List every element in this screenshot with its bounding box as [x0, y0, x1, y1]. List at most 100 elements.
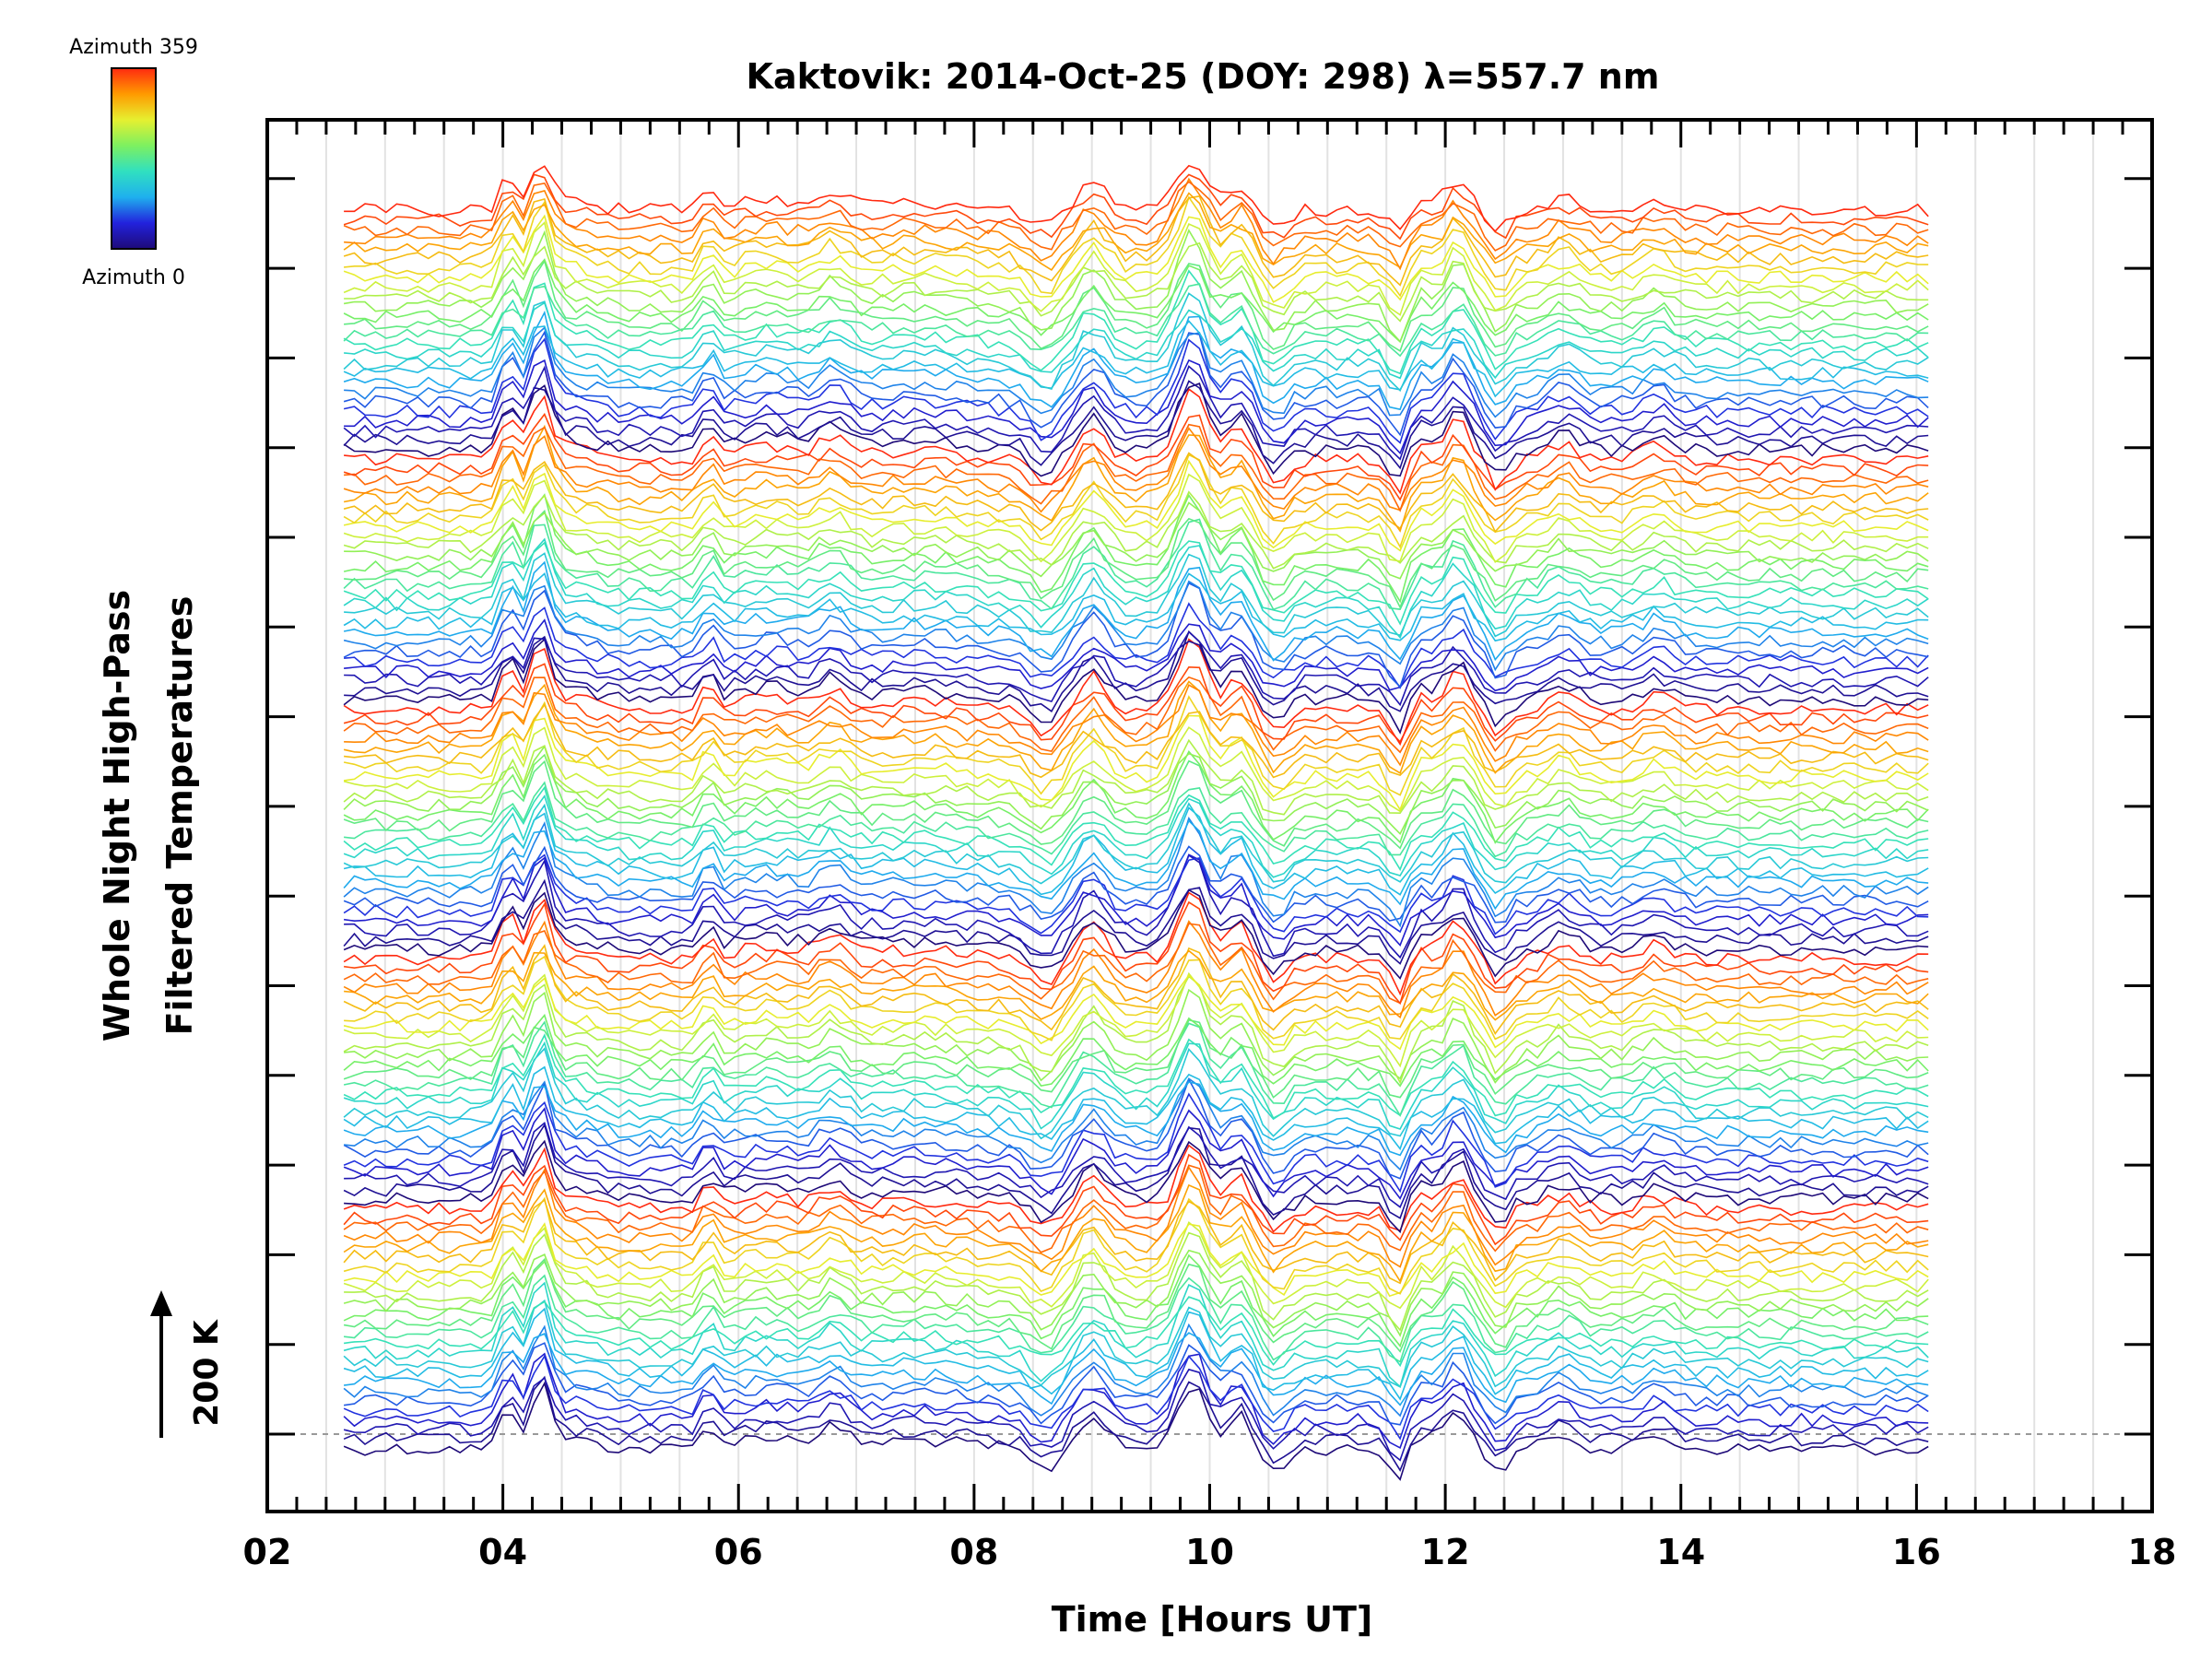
temperature-trace: [344, 259, 1929, 352]
temperature-trace: [343, 214, 1929, 303]
x-tick-labels: 02 04 06 08 10 12 14 16 18: [243, 1532, 2177, 1572]
temperature-trace: [344, 1139, 1929, 1234]
temperature-trace: [343, 473, 1929, 564]
temperature-trace: [344, 618, 1929, 692]
x-tick-label: 04: [478, 1532, 527, 1572]
temperature-trace: [343, 676, 1929, 754]
temperature-trace: [344, 988, 1929, 1084]
temperature-trace: [343, 1092, 1929, 1194]
temperature-trace: [343, 1281, 1929, 1388]
temperature-trace: [343, 229, 1929, 343]
temperature-trace: [343, 424, 1929, 533]
temperature-trace: [343, 337, 1929, 444]
temperature-trace: [343, 320, 1929, 398]
temperature-trace: [344, 501, 1929, 580]
scale-arrow-head: [150, 1290, 172, 1316]
temperature-trace: [343, 258, 1929, 344]
temperature-trace: [344, 423, 1929, 512]
temperature-trace: [344, 853, 1929, 959]
temperature-trace: [343, 518, 1929, 611]
temperature-trace: [344, 630, 1929, 707]
temperature-trace: [343, 920, 1929, 1019]
temperature-trace: [344, 1077, 1929, 1171]
temperature-trace: [343, 380, 1929, 470]
temperature-trace: [343, 680, 1929, 774]
x-tick-label: 18: [2128, 1532, 2177, 1572]
temperature-trace: [343, 1165, 1929, 1268]
temperature-trace: [343, 853, 1929, 947]
temperature-trace: [343, 816, 1929, 928]
temperature-trace: [344, 164, 1929, 233]
colorbar: Azimuth 359 Azimuth 0: [69, 36, 198, 289]
temperature-trace: [344, 1122, 1929, 1208]
temperature-trace: [343, 453, 1929, 549]
temperature-trace: [343, 971, 1929, 1068]
temperature-trace: [343, 944, 1929, 1036]
temperature-trace: [343, 173, 1929, 241]
temperature-trace: [343, 973, 1929, 1051]
temperature-trace: [344, 241, 1929, 323]
temperature-trace: [343, 459, 1929, 552]
colorbar-bottom-label: Azimuth 0: [82, 266, 185, 289]
temperature-trace: [343, 181, 1929, 252]
temperature-trace: [343, 1375, 1929, 1472]
temperature-trace: [343, 726, 1929, 813]
temperature-trace: [344, 359, 1929, 455]
temperature-trace: [343, 412, 1929, 501]
colorbar-gradient: [111, 67, 157, 250]
temperature-trace: [343, 1368, 1929, 1462]
x-tick-label: 10: [1185, 1532, 1234, 1572]
temperature-trace: [343, 427, 1929, 513]
temperature-trace: [343, 695, 1929, 796]
temperature-trace: [343, 571, 1929, 642]
temperature-trace: [343, 582, 1929, 688]
temperature-trace: [343, 283, 1929, 358]
temperature-trace: [343, 382, 1929, 477]
temperature-trace: [344, 635, 1929, 712]
temperature-trace: [343, 819, 1929, 911]
temperature-trace: [343, 891, 1929, 996]
temperature-trace: [343, 845, 1929, 924]
temperature-trace: [343, 1123, 1929, 1219]
temperature-trace: [343, 1296, 1929, 1368]
temperature-trace: [343, 1065, 1929, 1151]
temperature-trace: [344, 602, 1929, 689]
x-tick-label: 16: [1892, 1532, 1941, 1572]
temperature-trace: [344, 955, 1929, 1041]
temperature-trace: [343, 1196, 1929, 1295]
temperature-trace: [343, 195, 1929, 287]
temperature-trace: [343, 878, 1929, 965]
temperature-trace: [343, 1342, 1929, 1426]
temperature-trace: [344, 781, 1929, 858]
chart-title: Kaktovik: 2014-Oct-25 (DOY: 298) λ=557.7…: [747, 56, 1660, 97]
temperature-trace: [343, 1077, 1929, 1180]
x-tick-label: 08: [949, 1532, 998, 1572]
temperature-trace: [344, 177, 1929, 271]
temperature-trace: [343, 269, 1929, 375]
y-axis-label-line1: Whole Night High-Pass: [97, 590, 137, 1041]
temperature-trace: [343, 1198, 1929, 1285]
temperature-trace: [344, 301, 1929, 380]
temperature-trace: [343, 1047, 1929, 1140]
temperature-trace: [343, 452, 1929, 534]
temperature-trace: [343, 802, 1929, 885]
temperature-trace: [343, 1299, 1929, 1388]
temperature-trace: [343, 192, 1929, 271]
temperature-trace: [343, 1183, 1929, 1283]
temperature-trace: [343, 1153, 1929, 1246]
x-tick-label: 14: [1656, 1532, 1705, 1572]
temperature-trace: [343, 1013, 1929, 1088]
temperature-trace: [343, 638, 1929, 747]
temperature-trace: [343, 629, 1929, 735]
temperature-trace: [343, 537, 1929, 640]
scale-bar: 200 K: [150, 1290, 226, 1438]
temperature-trace: [343, 1323, 1929, 1418]
temperature-trace: [343, 1307, 1929, 1401]
temperature-trace: [343, 1033, 1929, 1120]
temperature-trace: [343, 749, 1929, 844]
temperature-trace: [343, 923, 1929, 1005]
temperature-trace: [343, 1164, 1929, 1253]
temperature-trace: [343, 794, 1929, 878]
temperature-trace: [343, 1081, 1929, 1157]
